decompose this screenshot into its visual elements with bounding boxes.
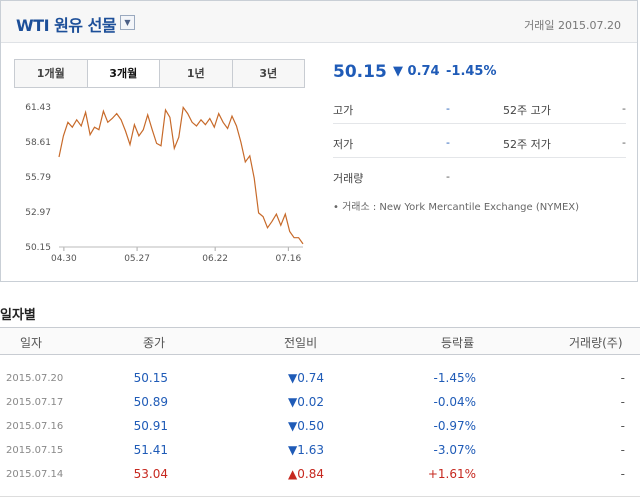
trade-date: 거래일 2015.07.20 [524,19,621,32]
row-close: 53.04 [133,467,168,481]
x-tick-label: 07.16 [275,254,301,264]
row-volume: - [620,419,625,433]
table-row: 2015.07.20 50.15 ▼0.74 -1.45% - [0,367,640,391]
table-row: 2015.07.14 53.04 ▲0.84 +1.61% - [0,463,640,487]
row-change: ▼0.50 [288,419,324,433]
row-volume: - [620,443,625,457]
y-tick-label: 55.79 [25,173,51,183]
low52-value: - [622,136,626,149]
header-close: 종가 [143,336,166,350]
chevron-down-icon: ▼ [124,18,131,27]
header-volume: 거래량(주) [569,336,623,350]
page-title: WTI 원유 선물 [16,16,117,35]
row-volume: - [620,395,625,409]
row-percent: +1.61% [427,467,476,481]
row-date: 2015.07.17 [6,397,64,408]
low-row: 저가 - 52주 저가 - [333,125,626,158]
low-value: - [446,136,450,149]
volume-label: 거래량 [333,172,364,185]
row-close: 50.89 [133,395,168,409]
row-percent: -1.45% [433,371,476,385]
low52-label: 52주 저가 [503,138,551,151]
x-tick-label: 06.22 [202,254,228,264]
exchange-info: • 거래소 : New York Mercantile Exchange (NY… [333,198,579,213]
quote-card: WTI 원유 선물 ▼ 거래일 2015.07.20 1개월 3개월 1년 3년… [0,0,638,282]
row-date: 2015.07.15 [6,445,64,456]
daily-section-title: 일자별 [0,308,36,323]
table-header: 일자 종가 전일비 등락률 거래량(주) [0,327,640,355]
period-tabs: 1개월 3개월 1년 3년 [14,59,305,88]
tab-1year[interactable]: 1년 [160,60,233,87]
high-value: - [446,102,450,115]
row-date: 2015.07.16 [6,421,64,432]
row-change: ▲0.84 [288,467,324,481]
bullet-icon: • [333,202,343,213]
low-label: 저가 [333,138,354,151]
row-change: ▼1.63 [288,443,324,457]
exchange-text: 거래소 : New York Mercantile Exchange (NYME… [342,202,580,213]
header-date: 일자 [20,336,43,350]
price-line [58,105,304,245]
table-row: 2015.07.15 51.41 ▼1.63 -3.07% - [0,439,640,463]
tab-3month[interactable]: 3개월 [87,60,160,87]
row-date: 2015.07.14 [6,469,64,480]
price-chart-svg: 50.15 52.97 55.79 58.61 61.43 04.30 05.27 06.22… [25,103,304,264]
row-close: 51.41 [133,443,168,457]
y-tick-label: 61.43 [25,103,51,113]
title-dropdown-button[interactable]: ▼ [120,15,135,30]
table-body: 2015.07.20 50.15 ▼0.74 -1.45% - 2015.07.… [0,355,640,495]
price-change-percent: -1.45% [446,64,497,79]
price-chart: 50.15 52.97 55.79 58.61 61.43 04.30 05.27 06.22… [11,93,311,265]
table-bottom-divider [0,496,640,497]
volume-value: - [446,170,450,183]
price-change: ▼ 0.74 [393,64,440,79]
x-tick-label: 05.27 [124,254,150,264]
y-tick-label: 50.15 [25,243,51,253]
row-close: 50.15 [133,371,168,385]
card-header: WTI 원유 선물 ▼ 거래일 2015.07.20 [1,1,637,43]
daily-table: 일자 종가 전일비 등락률 거래량(주) 2015.07.20 50.15 ▼0… [0,327,640,495]
y-tick-label: 58.61 [25,138,51,148]
row-change: ▼0.74 [288,371,324,385]
high-label: 고가 [333,104,354,117]
row-percent: -0.97% [433,419,476,433]
row-change: ▼0.02 [288,395,324,409]
x-tick-label: 04.30 [51,254,77,264]
high52-value: - [622,102,626,115]
row-percent: -0.04% [433,395,476,409]
volume-row: 거래량 - [333,159,626,192]
header-change: 전일비 [284,336,318,350]
tab-1month[interactable]: 1개월 [15,60,88,87]
high-row: 고가 - 52주 고가 - [333,91,626,124]
row-volume: - [620,467,625,481]
row-date: 2015.07.20 [6,373,64,384]
y-tick-label: 52.97 [25,208,51,218]
table-row: 2015.07.16 50.91 ▼0.50 -0.97% - [0,415,640,439]
table-row: 2015.07.17 50.89 ▼0.02 -0.04% - [0,391,640,415]
current-price: 50.15 [333,62,387,82]
tab-3year[interactable]: 3년 [232,60,304,87]
high52-label: 52주 고가 [503,104,551,117]
header-percent: 등락률 [441,336,475,350]
row-percent: -3.07% [433,443,476,457]
row-close: 50.91 [133,419,168,433]
row-volume: - [620,371,625,385]
